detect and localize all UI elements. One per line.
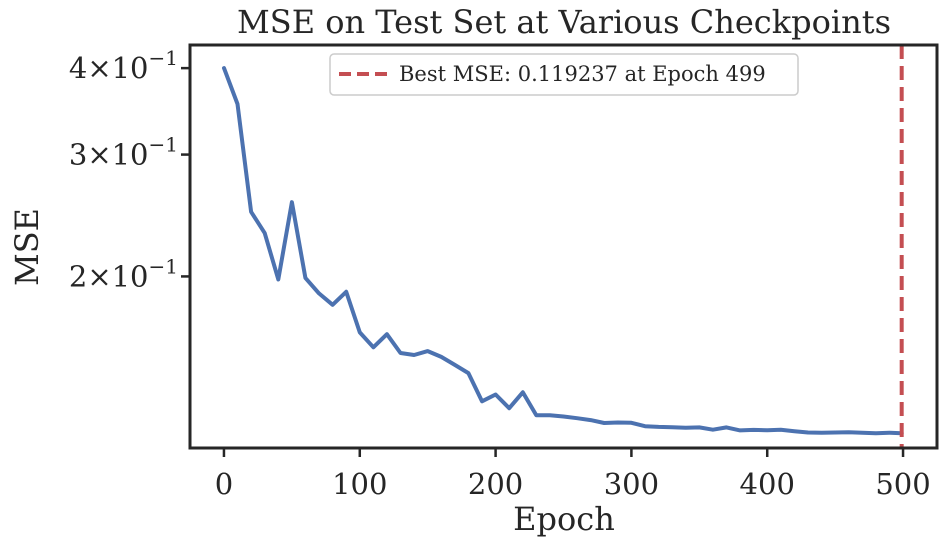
x-tick-label: 400 [740, 467, 795, 501]
x-tick-label: 100 [332, 467, 387, 501]
legend-box [329, 53, 799, 96]
x-tick-label: 0 [215, 467, 233, 501]
y-axis-label: MSE [8, 208, 46, 286]
legend: Best MSE: 0.119237 at Epoch 499 [329, 53, 799, 96]
legend-entry-label: Best MSE: 0.119237 at Epoch 499 [399, 62, 766, 86]
plot-area: 0 100 200 300 400 500 4×10−1 3×10−1 2×10−1 [69, 45, 931, 501]
x-tick-label: 300 [604, 467, 659, 501]
series-line-0 [222, 66, 904, 436]
y-tick-label: 2×10−1 [69, 254, 178, 293]
y-tick-label: 4×10−1 [69, 46, 178, 85]
chart-title: MSE on Test Set at Various Checkpoints [237, 3, 891, 41]
x-tick-label: 200 [468, 467, 523, 501]
axes-frame [188, 43, 939, 450]
x-axis-label: Epoch [513, 500, 615, 538]
y-tick-label: 3×10−1 [69, 133, 178, 172]
x-tick-label: 500 [875, 467, 930, 501]
